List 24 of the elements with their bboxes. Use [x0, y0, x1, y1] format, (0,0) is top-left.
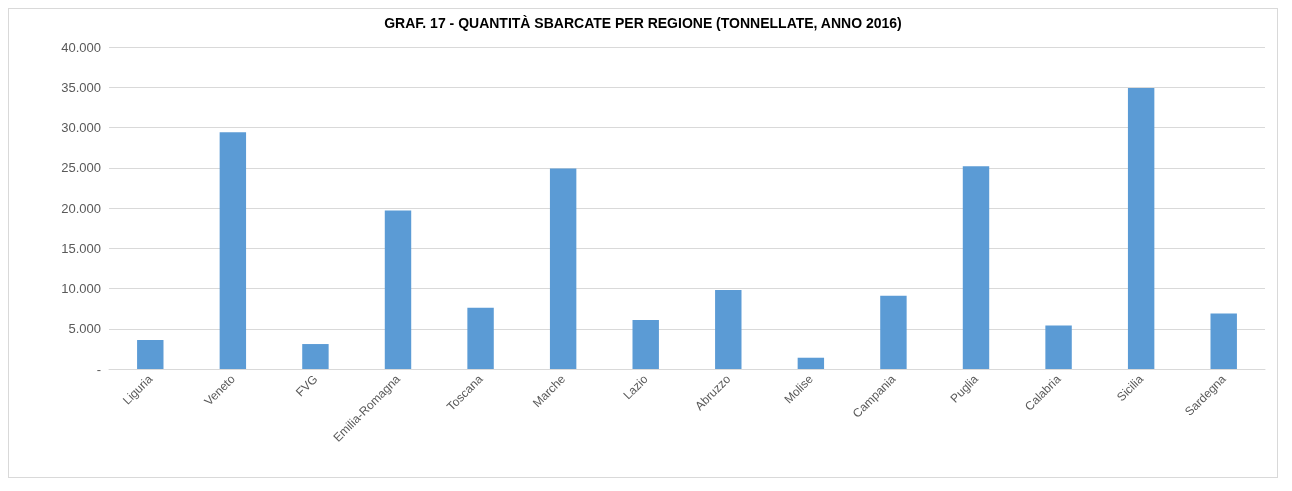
bar [219, 132, 247, 369]
y-tick-label: 25.000 [61, 160, 101, 176]
bar [797, 357, 825, 369]
y-tick-label: 20.000 [61, 200, 101, 216]
bar [384, 210, 412, 369]
bar [1045, 325, 1072, 369]
bar [1127, 88, 1155, 369]
bar [962, 166, 990, 369]
y-tick-label: - [96, 361, 101, 377]
bar [880, 295, 907, 369]
y-tick-label: 15.000 [61, 240, 101, 256]
bar [302, 344, 329, 369]
y-tick-label: 10.000 [61, 281, 101, 296]
y-tick-label: 40.000 [61, 39, 101, 55]
bar [1210, 313, 1237, 369]
bar [137, 340, 164, 369]
y-tick-label: 30.000 [61, 120, 101, 135]
y-tick-label: 5.000 [68, 321, 101, 337]
bar [549, 168, 577, 369]
chart-title: GRAF. 17 - QUANTITÀ SBARCATE PER REGIONE (TONNELLATE, ANNO 2016) [384, 15, 902, 31]
bar [632, 319, 659, 369]
y-tick-label: 35.000 [61, 79, 101, 95]
bar [715, 290, 742, 369]
bar [467, 307, 494, 369]
